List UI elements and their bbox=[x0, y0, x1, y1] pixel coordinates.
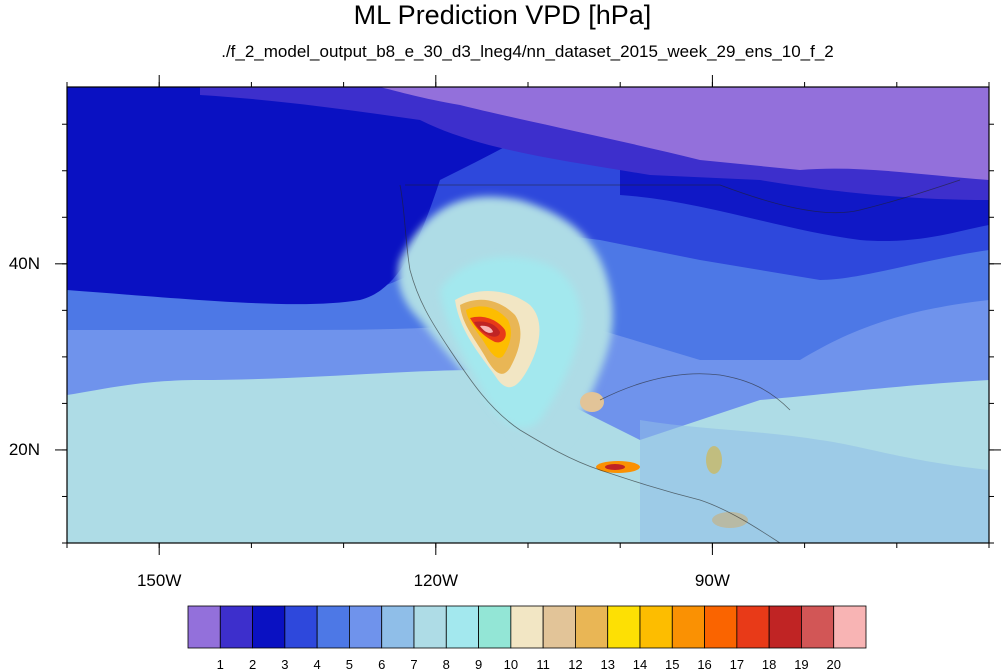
field-gulf-band bbox=[640, 420, 989, 543]
colorbar-swatch bbox=[736, 605, 770, 649]
colorbar-swatch bbox=[219, 605, 253, 649]
colorbar-swatch bbox=[833, 605, 867, 649]
colorbar-swatch bbox=[704, 605, 738, 649]
field-gulf-coast bbox=[599, 373, 791, 411]
colorbar-label: 8 bbox=[442, 657, 450, 672]
colorbar-swatch bbox=[607, 605, 641, 649]
y-tick-label: 40N bbox=[8, 253, 40, 273]
colorbar-label: 19 bbox=[794, 657, 809, 672]
colorbar-swatch bbox=[381, 605, 415, 649]
chart-title: ML Prediction VPD [hPa] bbox=[353, 0, 652, 30]
colorbar-swatch bbox=[445, 605, 479, 649]
x-tick-label: 90W bbox=[694, 571, 730, 590]
field-band-3-ocean bbox=[67, 87, 600, 305]
colorbar-swatch bbox=[284, 605, 318, 649]
colorbar-swatch bbox=[187, 605, 221, 649]
colorbar-label: 20 bbox=[826, 657, 841, 672]
field-layer bbox=[67, 87, 989, 543]
colorbar-swatch bbox=[349, 605, 383, 649]
colorbar-label: 17 bbox=[729, 657, 745, 672]
field-caribbean-hotspot-2 bbox=[605, 464, 625, 470]
colorbar-swatch bbox=[510, 605, 544, 649]
axis-ticks bbox=[55, 75, 1001, 555]
chart-subtitle: ./f_2_model_output_b8_e_30_d3_lneg4/nn_d… bbox=[221, 42, 834, 61]
colorbar-swatch bbox=[316, 605, 350, 649]
colorbar-swatch bbox=[252, 605, 286, 649]
colorbar-label: 7 bbox=[410, 657, 418, 672]
colorbar-swatch bbox=[639, 605, 673, 649]
colorbar-swatch bbox=[671, 605, 705, 649]
colorbar-label: 6 bbox=[378, 657, 386, 672]
colorbar-label: 11 bbox=[536, 657, 550, 672]
field-west-peak-20 bbox=[480, 325, 493, 333]
colorbar bbox=[187, 605, 867, 649]
field-band-1 bbox=[380, 87, 989, 180]
colorbar-label: 12 bbox=[568, 657, 583, 672]
colorbar-label: 15 bbox=[665, 657, 680, 672]
colorbar-swatch bbox=[478, 605, 512, 649]
colorbar-swatch bbox=[801, 605, 835, 649]
colorbar-label: 4 bbox=[313, 657, 321, 672]
colorbar-swatch bbox=[542, 605, 576, 649]
colorbar-label: 2 bbox=[248, 657, 257, 672]
colorbar-label: 13 bbox=[600, 657, 615, 672]
colorbar-label: 9 bbox=[474, 657, 483, 672]
field-coastline bbox=[399, 184, 781, 543]
field-mexico-hotspot bbox=[580, 392, 604, 412]
colorbar-label: 3 bbox=[281, 657, 289, 672]
colorbar-label: 18 bbox=[761, 657, 777, 672]
colorbar-label: 1 bbox=[216, 657, 224, 672]
colorbar-label: 14 bbox=[632, 657, 648, 672]
field-us-border bbox=[405, 179, 961, 214]
y-tick-label: 20N bbox=[8, 439, 40, 459]
colorbar-swatch bbox=[413, 605, 447, 649]
x-tick-label: 150W bbox=[136, 571, 182, 590]
x-tick-label: 120W bbox=[413, 571, 458, 590]
colorbar-label: 16 bbox=[697, 657, 712, 672]
colorbar-label: 5 bbox=[345, 657, 354, 672]
colorbar-label: 10 bbox=[503, 657, 519, 672]
colorbar-swatch bbox=[768, 605, 802, 649]
colorbar-swatch bbox=[575, 605, 609, 649]
